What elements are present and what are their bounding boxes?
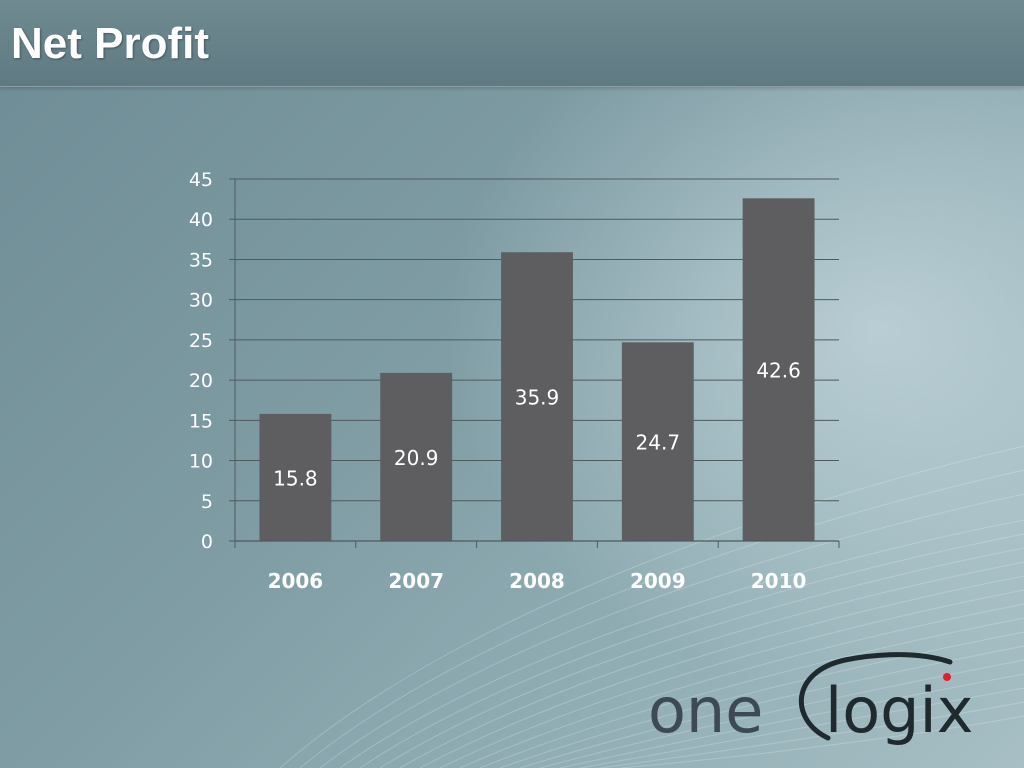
title-bar: Net Profit [0,0,1024,87]
y-tick-label: 15 [189,410,213,432]
data-label-2008: 35.9 [515,386,560,410]
y-tick-label: 40 [189,209,213,231]
bar-2006 [259,413,332,541]
bar-2010 [742,198,815,541]
data-label-2010: 42.6 [756,359,801,383]
data-label-2006: 15.8 [273,466,318,490]
logo-text-logix: logix [825,674,973,747]
data-label-2007: 20.9 [394,446,439,470]
y-tick-label: 10 [189,451,213,473]
bar-2007 [380,372,453,541]
y-tick-label: 0 [201,531,213,553]
y-tick-label: 45 [189,169,213,191]
y-tick-label: 35 [189,249,213,271]
x-tick-label-2010: 2010 [751,569,807,593]
y-tick-label: 30 [189,290,213,312]
x-tick-label-2008: 2008 [509,569,565,593]
bar-2008 [501,252,573,541]
bars [259,198,815,541]
x-tick-label-2009: 2009 [630,569,686,593]
labels: 0 5 10 15 20 25 30 35 40 45 15.8 2006 20.9 2007 35.9 20… [189,169,807,593]
y-tick-label: 25 [189,330,213,352]
axes [229,178,840,548]
logo-dot [943,673,951,681]
data-label-2009: 24.7 [636,431,681,455]
onelogix-logo: one logix [648,652,973,747]
x-tick-label-2006: 2006 [268,569,324,593]
slide-title: Net Profit [11,19,209,68]
x-tick-label-2007: 2007 [388,569,444,593]
y-tick-label: 20 [189,370,213,392]
logo-text-one: one [648,674,763,747]
logo-swoosh [798,652,953,741]
bar-2009 [621,342,694,541]
y-tick-label: 5 [201,491,213,513]
